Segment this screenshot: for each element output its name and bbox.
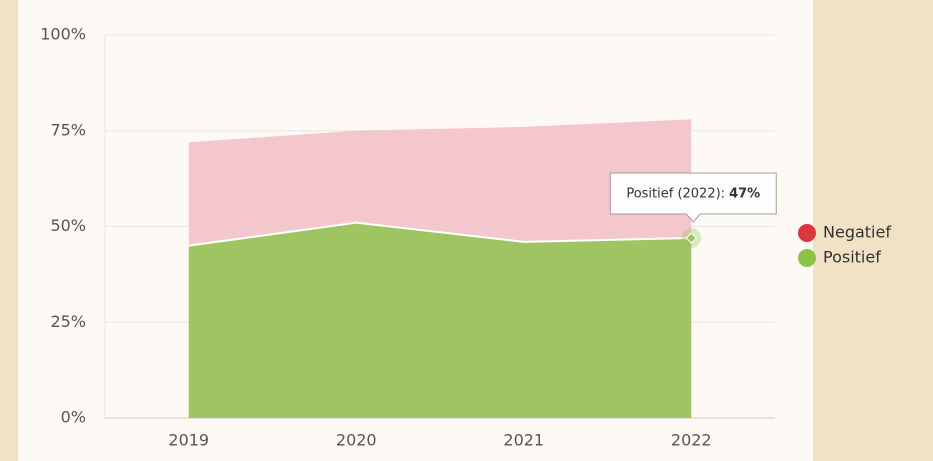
tooltip-box bbox=[609, 172, 777, 223]
tooltip-value: 47% bbox=[729, 186, 760, 201]
legend-label: Negatief bbox=[823, 223, 891, 242]
tooltip-text: Positief (2022): 47% bbox=[626, 186, 760, 201]
hover-marker bbox=[685, 232, 697, 244]
x-tick-label: 2021 bbox=[503, 431, 544, 450]
y-tick-label: 100% bbox=[40, 25, 86, 44]
area bbox=[188, 119, 692, 246]
y-tick-label: 0% bbox=[61, 408, 86, 427]
y-tick-label: 50% bbox=[50, 216, 86, 235]
legend-label: Positief bbox=[823, 248, 881, 267]
tooltip-label: Positief (2022): bbox=[626, 186, 725, 201]
x-tick-label: 2022 bbox=[671, 431, 712, 450]
y-tick-label: 75% bbox=[50, 120, 86, 139]
area bbox=[188, 222, 692, 418]
x-tick-label: 2020 bbox=[336, 431, 377, 450]
legend-swatch bbox=[798, 249, 816, 267]
tooltip: Positief (2022): 47% bbox=[609, 172, 777, 223]
area-edge bbox=[188, 221, 692, 247]
x-tick-label: 2019 bbox=[168, 431, 209, 450]
legend-swatch bbox=[798, 224, 816, 242]
y-tick-label: 25% bbox=[50, 312, 86, 331]
